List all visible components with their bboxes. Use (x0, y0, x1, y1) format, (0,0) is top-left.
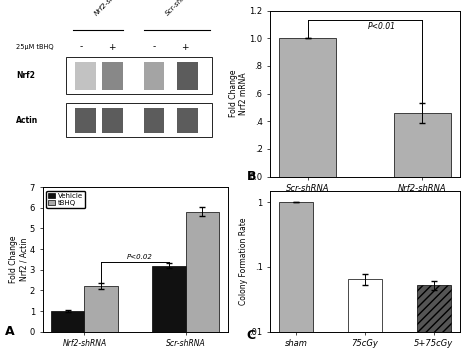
Bar (348, 279, 382, 353)
FancyBboxPatch shape (102, 62, 123, 90)
Bar (279, 38, 336, 176)
Text: +: + (109, 43, 116, 52)
Y-axis label: Fold Change
Nrf2 mRNA: Fold Change Nrf2 mRNA (228, 70, 248, 117)
FancyBboxPatch shape (177, 62, 198, 90)
Y-axis label: Colony Formation Rate: Colony Formation Rate (239, 217, 248, 305)
Bar (417, 285, 451, 353)
FancyBboxPatch shape (102, 108, 123, 133)
Text: P<0.02: P<0.02 (127, 254, 153, 260)
FancyBboxPatch shape (144, 108, 164, 133)
Text: +: + (182, 43, 189, 52)
Y-axis label: Fold Change
Nrf2 / Actin: Fold Change Nrf2 / Actin (9, 236, 28, 283)
FancyBboxPatch shape (66, 57, 212, 94)
Text: Actin: Actin (16, 115, 38, 125)
Bar (394, 113, 451, 176)
Text: Nrf2: Nrf2 (16, 71, 35, 80)
Bar (186, 212, 219, 332)
Text: P<0.01: P<0.01 (368, 22, 396, 31)
Text: 25μM tBHQ: 25μM tBHQ (16, 44, 54, 50)
Text: B: B (246, 170, 256, 183)
Text: -: - (79, 43, 82, 52)
Text: C: C (246, 329, 255, 342)
FancyBboxPatch shape (75, 108, 96, 133)
Text: -: - (152, 43, 155, 52)
FancyBboxPatch shape (144, 62, 164, 90)
Text: Nrf2-shRNA: Nrf2-shRNA (93, 0, 128, 17)
Bar (84, 286, 118, 332)
Bar (51, 311, 84, 332)
FancyBboxPatch shape (66, 103, 212, 137)
Bar (152, 266, 186, 332)
Bar (279, 202, 313, 353)
Legend: Vehicle, tBHQ: Vehicle, tBHQ (46, 191, 85, 208)
Text: A: A (5, 325, 14, 338)
Text: Scr-shRNA: Scr-shRNA (164, 0, 195, 17)
FancyBboxPatch shape (177, 108, 198, 133)
FancyBboxPatch shape (75, 62, 96, 90)
